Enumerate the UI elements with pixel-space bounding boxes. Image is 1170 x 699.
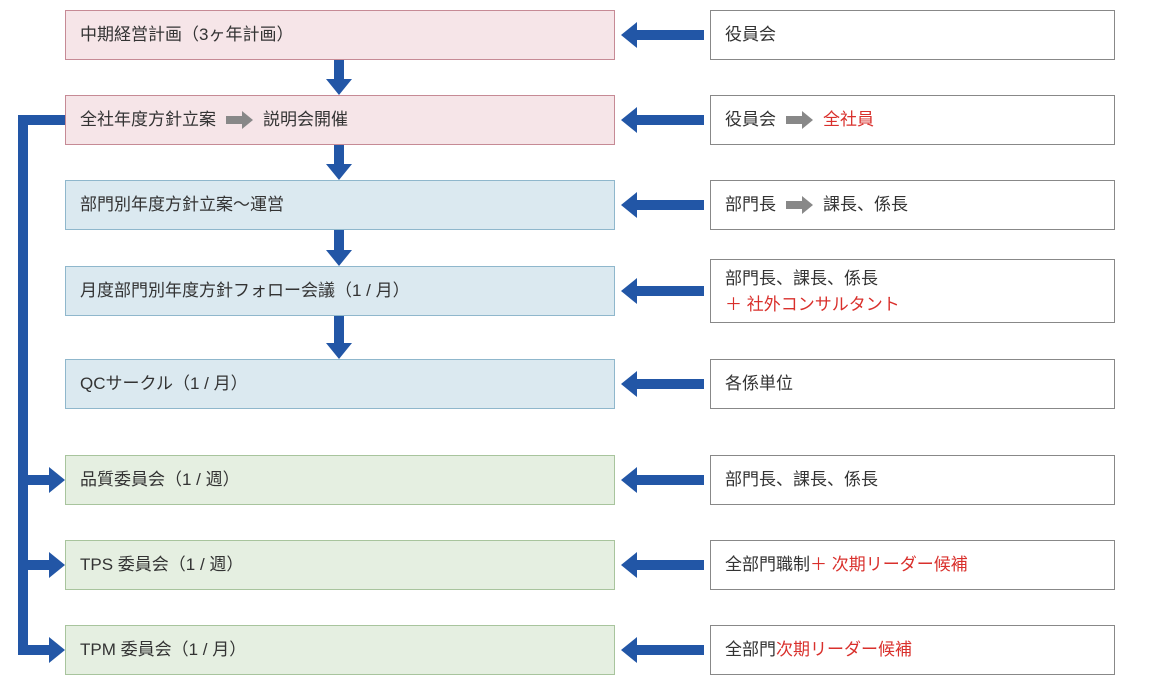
arrow-right-icon [49,467,65,493]
right-box-row-7: 全部門 次期リーダー候補 [710,625,1115,675]
text-segment: 全部門職制 [725,552,810,578]
arrow-left-icon [621,111,704,129]
text-segment: 全社員 [823,107,874,133]
text-segment: 課長、係長 [823,192,908,218]
text-segment: 部門長、課長、係長 [725,269,878,288]
text-segment: ＋ 次期リーダー候補 [810,552,968,578]
text-segment: TPS 委員会（1 / 週） [80,552,243,578]
text-segment: 品質委員会（1 / 週） [80,467,240,493]
text-segment: 月度部門別年度方針フォロー会議（1 / 月） [80,278,410,304]
right-box-row-0: 役員会 [710,10,1115,60]
arrow-left-icon [621,282,704,300]
left-box-row-4: QCサークル（1 / 月） [65,359,615,409]
arrow-down-icon [330,60,348,95]
right-box-row-5: 部門長、課長、係長 [710,455,1115,505]
connector-line [18,560,49,570]
left-box-row-1: 全社年度方針立案 説明会開催 [65,95,615,145]
text-segment: 全部門 [725,637,776,663]
text-segment: 全社年度方針立案 [80,107,216,133]
arrow-left-icon [621,26,704,44]
right-box-row-1: 役員会 全社員 [710,95,1115,145]
text-segment: 部門別年度方針立案～運営 [80,192,284,218]
text-segment: QCサークル（1 / 月） [80,371,248,397]
left-box-row-2: 部門別年度方針立案～運営 [65,180,615,230]
text-segment: 役員会 [725,22,776,48]
arrow-down-icon [330,230,348,266]
text-segment: 各係単位 [725,371,793,397]
connector-line [18,645,49,655]
arrow-right-icon [49,637,65,663]
left-box-row-7: TPM 委員会（1 / 月） [65,625,615,675]
arrow-left-icon [621,556,704,574]
right-box-row-4: 各係単位 [710,359,1115,409]
arrow-right-icon [49,552,65,578]
inline-arrow-right-icon [226,111,253,129]
arrow-down-icon [330,316,348,359]
left-box-row-6: TPS 委員会（1 / 週） [65,540,615,590]
right-box-row-6: 全部門職制 ＋ 次期リーダー候補 [710,540,1115,590]
left-box-row-3: 月度部門別年度方針フォロー会議（1 / 月） [65,266,615,316]
left-box-row-0: 中期経営計画（3ヶ年計画） [65,10,615,60]
arrow-left-icon [621,196,704,214]
right-box-row-3: 部門長、課長、係長 ＋ 社外コンサルタント [710,259,1115,323]
text-segment: 説明会開催 [263,107,348,133]
text-segment: 役員会 [725,107,776,133]
left-box-row-5: 品質委員会（1 / 週） [65,455,615,505]
inline-arrow-right-icon [786,111,813,129]
connector-line [18,475,49,485]
text-segment: ＋ 社外コンサルタント [725,295,900,314]
text-segment: 部門長、課長、係長 [725,467,878,493]
right-box-row-2: 部門長 課長、係長 [710,180,1115,230]
arrow-left-icon [621,471,704,489]
arrow-left-icon [621,641,704,659]
text-segment: 中期経営計画（3ヶ年計画） [80,22,293,48]
text-segment: 部門長 [725,192,776,218]
inline-arrow-right-icon [786,196,813,214]
text-segment: 次期リーダー候補 [776,637,912,663]
arrow-down-icon [330,145,348,180]
connector-line [18,115,28,655]
text-segment: TPM 委員会（1 / 月） [80,637,246,663]
arrow-left-icon [621,375,704,393]
